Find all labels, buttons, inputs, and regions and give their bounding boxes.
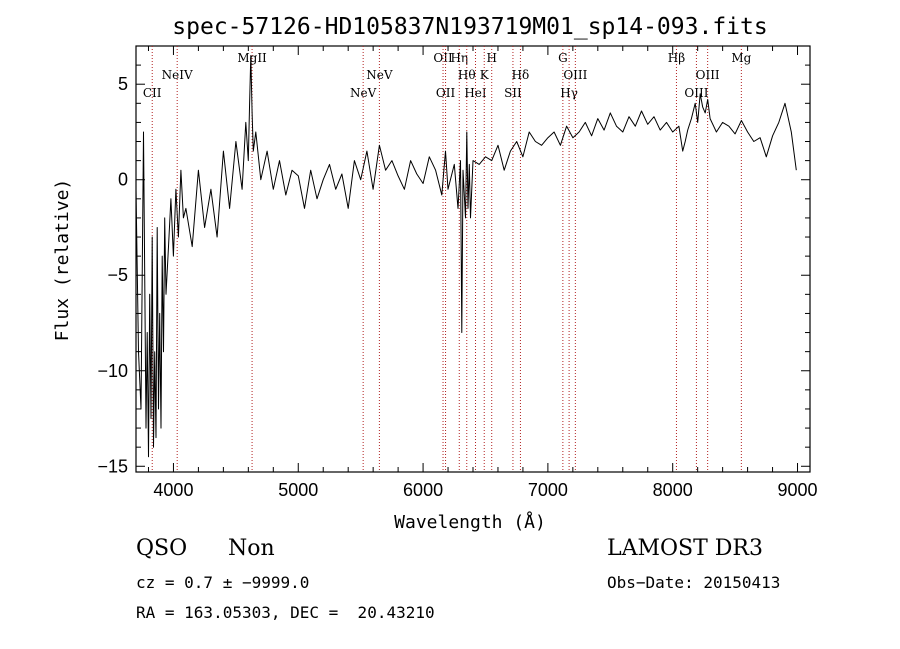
y-axis-label: Flux (relative)	[52, 179, 73, 342]
spectral-line-label: Hη	[450, 51, 468, 65]
spectral-line-label: OIII	[696, 68, 720, 82]
spectral-line-label: Hδ	[512, 68, 530, 82]
ticks-layer: 4000 5000 6000 7000 8000 9000 −15 −10 −5 0 5	[97, 46, 818, 500]
coordinates: RA = 163.05303, DEC = 20.43210	[136, 603, 435, 622]
flux-series-line	[135, 55, 797, 458]
spectral-line-label: MgII	[237, 51, 267, 65]
x-axis-label: Wavelength (Å)	[394, 511, 546, 533]
spectral-line-label: OII	[436, 86, 456, 100]
spectral-line-label: OIII	[563, 68, 587, 82]
series-layer	[135, 55, 797, 458]
observation-date: Obs−Date: 20150413	[607, 573, 781, 592]
spectral-line-label: Hθ	[458, 68, 476, 82]
spectral-line-label: OIII	[684, 86, 708, 100]
object-class: QSO	[136, 536, 188, 561]
spectral-lines-layer: CIINeIVMgIINeVNeVOIIOIIHηHθHeIKHSIIHδGHγ…	[143, 46, 752, 472]
spectral-line-label: G	[558, 51, 568, 65]
chart-title: spec-57126-HD105837N193719M01_sp14-093.f…	[172, 14, 767, 40]
x-tick-label: 7000	[528, 480, 568, 500]
y-tick-label: −15	[97, 456, 128, 476]
spectral-line-label: NeIV	[162, 68, 193, 82]
y-tick-label: −5	[107, 265, 128, 285]
object-subclass: Non	[228, 536, 275, 561]
spectral-line-label: NeV	[366, 68, 393, 82]
survey-name: LAMOST DR3	[607, 536, 763, 561]
spectral-line-label: Mg	[731, 51, 751, 65]
x-tick-label: 4000	[153, 480, 193, 500]
spectral-line-label: H	[486, 51, 496, 65]
x-tick-label: 9000	[777, 480, 817, 500]
spectral-line-label: K	[480, 68, 490, 82]
redshift-cz: cz = 0.7 ± −9999.0	[136, 573, 310, 592]
x-tick-label: 5000	[278, 480, 318, 500]
x-tick-label: 6000	[403, 480, 443, 500]
y-tick-label: 0	[118, 170, 128, 190]
y-tick-label: −10	[97, 361, 128, 381]
spectral-line-label: SII	[504, 86, 522, 100]
spectral-line-label: Hγ	[560, 86, 578, 100]
spectral-line-label: Hβ	[668, 51, 685, 65]
y-tick-label: 5	[118, 74, 128, 94]
spectral-line-label: OII	[433, 51, 453, 65]
spectral-line-label: NeV	[350, 86, 377, 100]
x-tick-label: 8000	[653, 480, 693, 500]
spectral-line-label: HeI	[464, 86, 487, 100]
spectral-line-label: CII	[143, 86, 162, 100]
